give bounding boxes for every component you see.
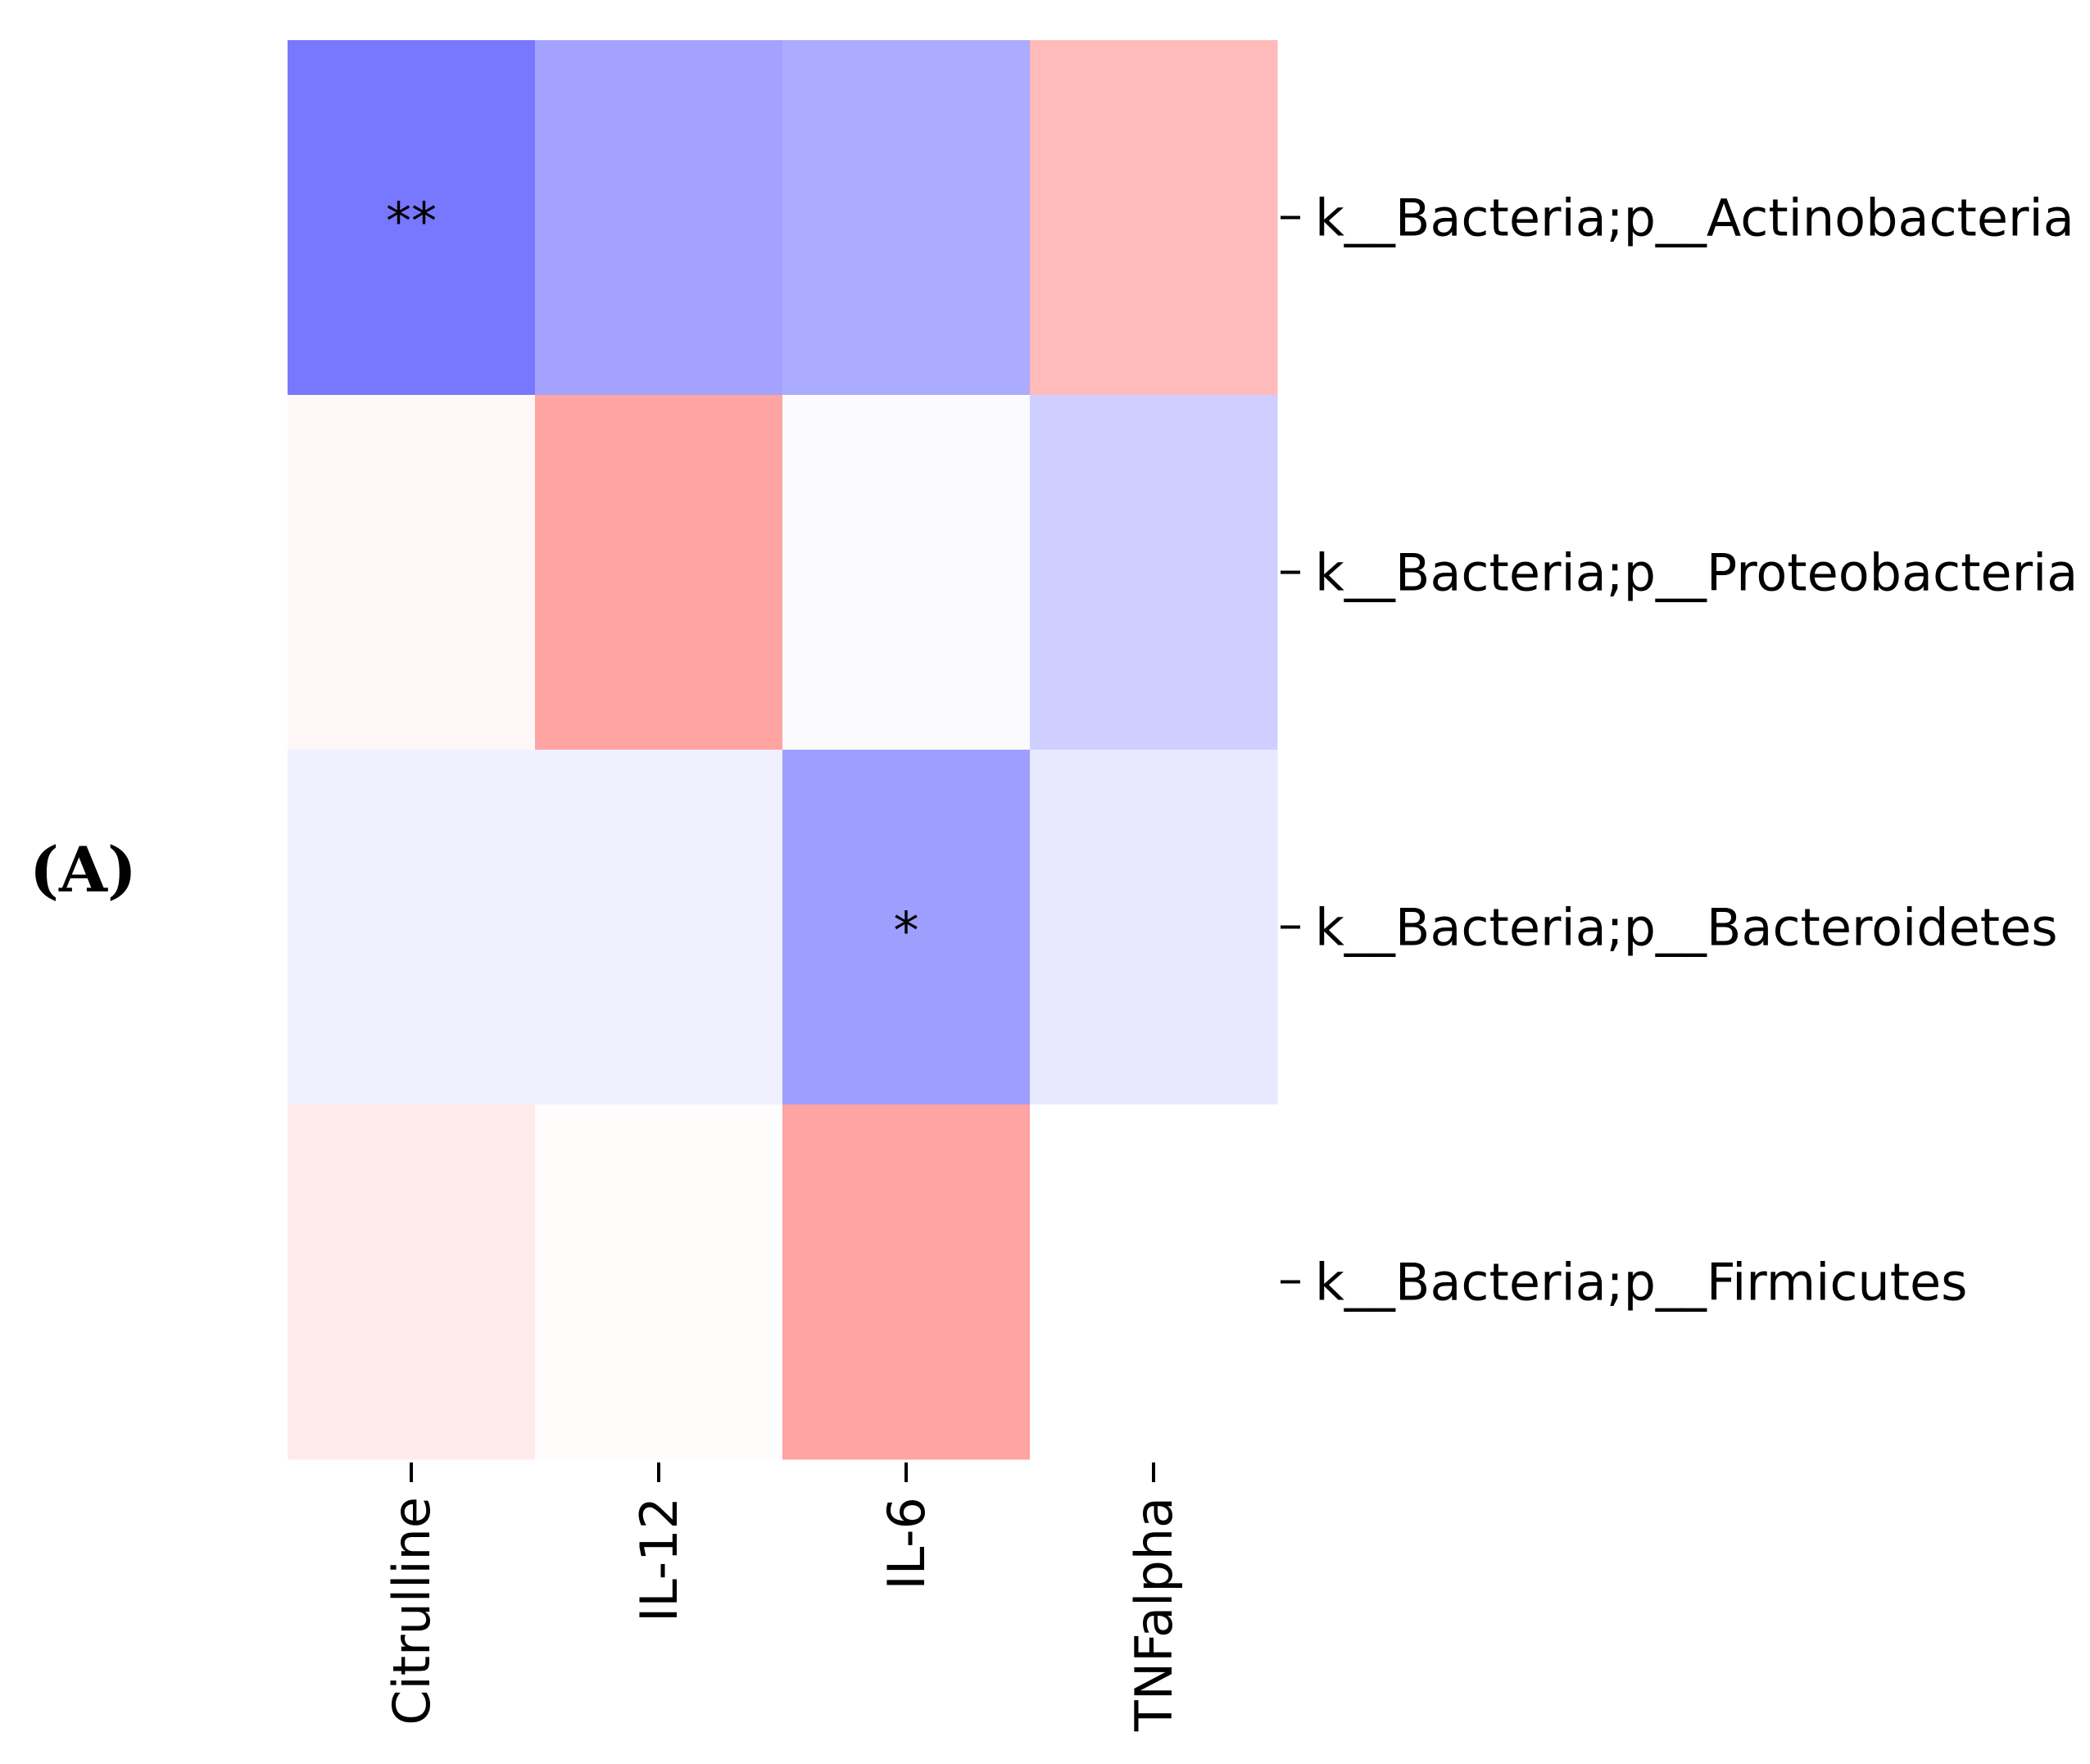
column-label: TNFalpha — [1124, 1497, 1184, 1732]
column-label: IL-6 — [877, 1497, 936, 1590]
heatmap-cell — [782, 750, 1031, 1105]
row-label: k__Bacteria;p__Actinobacteria — [1315, 188, 2074, 248]
heatmap-cell — [288, 395, 536, 750]
heatmap-cell — [535, 40, 783, 396]
row-axis: k__Bacteria;p__Actinobacteria k__Bacteria… — [1281, 188, 2078, 1313]
heatmap-cell — [288, 1104, 536, 1460]
heatmap-cell — [535, 1104, 783, 1460]
heatmap-cell — [535, 395, 783, 750]
significance-marks: *** — [386, 192, 919, 961]
panel-label: (A) — [29, 833, 137, 906]
heatmap-cell — [782, 1104, 1031, 1460]
heatmap-cell — [782, 395, 1031, 750]
significance-mark: * — [894, 901, 919, 961]
column-axis: Citrulline IL-12 IL-6 TNFalpha — [382, 1462, 1184, 1732]
heatmap-cells — [288, 40, 1278, 1460]
heatmap-cell — [288, 40, 536, 396]
heatmap-cell — [535, 750, 783, 1105]
heatmap-cell — [782, 40, 1031, 396]
heatmap-cell — [1030, 750, 1278, 1105]
significance-mark: ** — [386, 192, 437, 252]
row-label: k__Bacteria;p__Bacteroidetes — [1315, 898, 2058, 958]
heatmap-cell — [1030, 1104, 1278, 1460]
heatmap-cell — [1030, 395, 1278, 750]
heatmap-cell — [1030, 40, 1278, 396]
row-label: k__Bacteria;p__Proteobacteria — [1315, 543, 2078, 603]
column-label: IL-12 — [629, 1497, 689, 1622]
heatmap-cell — [288, 750, 536, 1105]
column-label: Citrulline — [382, 1497, 442, 1725]
row-label: k__Bacteria;p__Firmicutes — [1315, 1253, 1967, 1313]
